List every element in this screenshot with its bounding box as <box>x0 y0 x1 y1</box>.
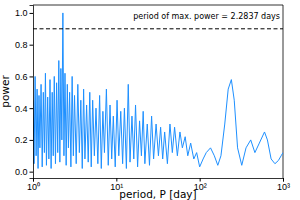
reference-line <box>33 28 283 29</box>
y-tick-mark <box>30 172 34 173</box>
y-tick: 0.4 <box>15 104 33 114</box>
y-tick-mark <box>30 140 34 141</box>
y-tick-label: 0.2 <box>15 135 28 145</box>
x-tick-label: 10⁰ <box>27 182 40 192</box>
y-tick-mark <box>30 13 34 14</box>
y-axis-label: power <box>0 75 11 108</box>
y-tick: 1.0 <box>15 8 33 18</box>
y-tick-mark <box>30 76 34 77</box>
y-axis-line <box>30 6 34 179</box>
x-tick: 10³ <box>277 178 290 192</box>
plot-frame <box>33 5 283 178</box>
y-tick-label: 1.0 <box>15 8 28 18</box>
y-tick-mark <box>30 45 34 46</box>
y-tick-label: 0.4 <box>15 104 28 114</box>
x-tick: 10⁰ <box>27 178 40 192</box>
x-axis-label: period, P [day] <box>119 188 196 200</box>
y-tick: 0.6 <box>15 72 33 82</box>
y-tick: 0.0 <box>15 167 33 177</box>
chart: 10⁰10¹10²10³0.00.20.40.60.81.0period, P … <box>0 0 300 200</box>
x-axis-line <box>34 179 284 182</box>
y-axis: 0.0 0.2 0.4 0.6 0.8 1.0 <box>15 6 34 179</box>
y-tick-label: 0.6 <box>15 72 28 82</box>
y-tick-mark <box>30 108 34 109</box>
annotation: period of max. power = 2.2837 days <box>133 12 280 21</box>
y-tick: 0.2 <box>15 135 33 145</box>
plot-area <box>33 13 283 169</box>
x-tick-label: 10³ <box>277 182 290 192</box>
y-tick-label: 0.8 <box>15 40 28 50</box>
y-tick: 0.8 <box>15 40 33 50</box>
power-line <box>33 13 283 169</box>
y-tick-label: 0.0 <box>15 167 28 177</box>
